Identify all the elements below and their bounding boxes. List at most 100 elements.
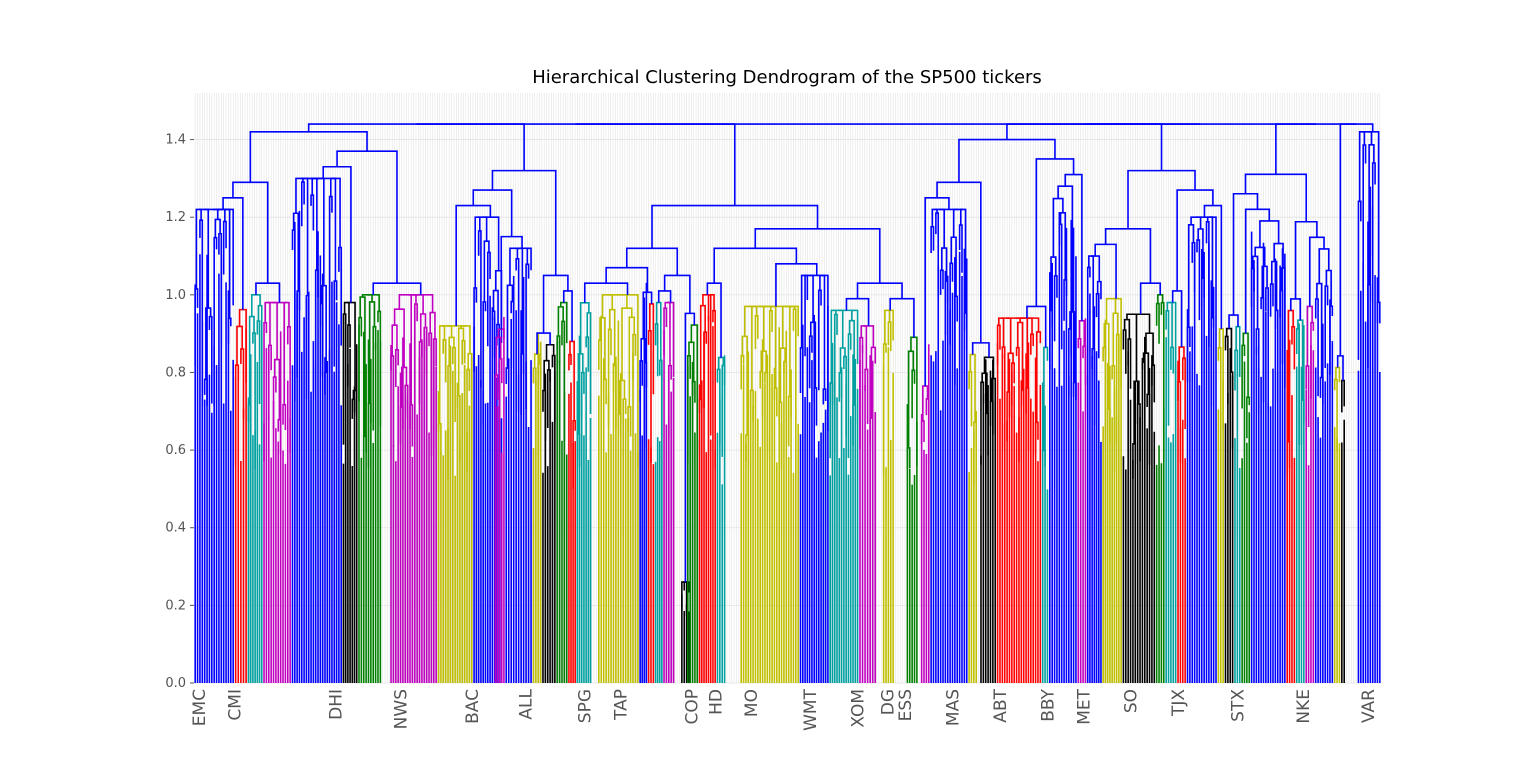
dendrogram-merge-link [240, 348, 245, 420]
dendrogram-merge-link [1318, 248, 1330, 284]
dendrogram-merge-link [367, 294, 380, 312]
dendrogram-merge-link [1078, 320, 1086, 347]
dendrogram-links [194, 123, 1381, 683]
dendrogram-merge-link [1007, 352, 1014, 393]
dendrogram-merge-link [1235, 325, 1241, 377]
dendrogram-merge-link [423, 326, 428, 375]
dendrogram-merge-link [213, 236, 218, 406]
dendrogram-upper-link [1026, 305, 1047, 348]
dendrogram-merge-link [906, 447, 911, 469]
leaf-label: TJX [1169, 689, 1189, 717]
dendrogram-merge-link [1086, 266, 1091, 419]
dendrogram-merge-link [413, 303, 418, 464]
dendrogram-merge-link [958, 224, 963, 273]
leaf-label: VAR [1359, 689, 1379, 723]
y-tick-label: 1.0 [165, 288, 186, 303]
dendrogram-upper-link [1289, 298, 1302, 321]
dendrogram-merge-link [668, 364, 672, 438]
dendrogram-merge-link [599, 317, 606, 380]
dendrogram-merge-link [457, 327, 465, 396]
leaf-labels: EMC CMI DHI NWS BAC ALL SPG TAP COP HD MO WMT XOM DGE… [190, 688, 1379, 730]
dendrogram-merge-link [1297, 319, 1304, 401]
leaf-label: STX [1229, 689, 1249, 722]
dendrogram-merge-link [1367, 284, 1372, 369]
dendrogram-merge-link [236, 325, 243, 366]
dendrogram-upper-link [1294, 220, 1318, 299]
leaf-label: MAS [944, 689, 964, 726]
dendrogram-merge-link [346, 301, 356, 391]
dendrogram-merge-link [702, 294, 712, 306]
dendrogram-upper-link [562, 290, 573, 342]
dendrogram-merge-link [690, 324, 699, 450]
dendrogram-merge-link [1319, 376, 1324, 405]
dendrogram-merge-link [1325, 269, 1332, 307]
dendrogram-merge-link [418, 341, 423, 404]
dendrogram-merge-link [576, 433, 581, 467]
dendrogram-merge-link [759, 370, 764, 418]
dendrogram-merge-link [1034, 421, 1039, 455]
dendrogram-merge-link [214, 218, 221, 238]
dendrogram-merge-link [920, 420, 925, 445]
dendrogram-merge-link [911, 369, 916, 419]
leaf-label: MO [742, 689, 762, 717]
dendrogram-merge-link [973, 421, 978, 486]
dendrogram-merge-link [557, 306, 564, 337]
dendrogram-merge-link [305, 294, 310, 400]
dendrogram-merge-link [628, 316, 636, 407]
dendrogram-merge-link [1200, 277, 1205, 307]
dendrogram-upper-link [889, 297, 915, 338]
dendrogram-merge-link [1242, 332, 1249, 398]
dendrogram-merge-link [1123, 318, 1131, 340]
dendrogram-merge-link [649, 303, 655, 395]
dendrogram-merge-link [419, 313, 427, 342]
dendrogram-merge-link [817, 289, 822, 391]
dendrogram-merge-link [1058, 223, 1063, 350]
leaf-label: SO [1122, 689, 1142, 713]
dendrogram-merge-link [1295, 328, 1300, 446]
dendrogram-merge-link [997, 317, 1005, 348]
leaf-label: CMI [226, 689, 246, 721]
dendrogram-merge-link [851, 309, 859, 364]
chart-title: Hierarchical Clustering Dendrogram of th… [532, 67, 1042, 88]
y-tick-label: 1.2 [165, 210, 186, 225]
dendrogram-merge-link [399, 406, 404, 444]
dendrogram-merge-link [482, 216, 500, 271]
dendrogram-upper-link [958, 138, 1056, 183]
dendrogram-merge-link [1001, 346, 1006, 450]
dendrogram-merge-link [408, 294, 434, 313]
leaf-label: EMC [190, 689, 210, 726]
dendrogram-upper-link [222, 197, 244, 310]
dendrogram-merge-link [792, 308, 797, 421]
dendrogram-merge-link [194, 288, 199, 367]
dendrogram-merge-link [754, 315, 759, 349]
dendrogram-merge-link [787, 395, 792, 447]
dendrogram-merge-link [1096, 280, 1102, 300]
dendrogram-upper-link [1127, 169, 1196, 229]
y-tick-label: 0.0 [165, 676, 186, 691]
leaf-label: NWS [392, 689, 412, 729]
dendrogram-merge-link [319, 302, 324, 377]
dendrogram-merge-link [760, 350, 767, 373]
leaf-label: ESS [896, 689, 916, 721]
dendrogram-merge-link [740, 354, 745, 390]
leaf-label: BBY [1039, 688, 1059, 721]
dendrogram-merge-link [525, 263, 530, 409]
dendrogram-merge-link [717, 356, 725, 370]
dendrogram-merge-link [296, 290, 301, 378]
dendrogram-merge-link [864, 368, 869, 424]
dendrogram-merge-link [778, 401, 783, 470]
dendrogram-merge-link [1131, 313, 1151, 334]
dendrogram-merge-link [1103, 322, 1110, 410]
dendrogram-merge-link [990, 377, 997, 434]
dendrogram-merge-link [847, 333, 852, 458]
dendrogram-merge-link [447, 365, 452, 480]
dendrogram-merge-link [1133, 380, 1140, 444]
dendrogram-merge-link [1016, 321, 1024, 390]
dendrogram-merge-link [390, 355, 395, 448]
dendrogram-merge-link [640, 337, 647, 363]
dendrogram-merge-link [1287, 309, 1294, 442]
dendrogram-merge-link [1181, 357, 1186, 430]
dendrogram-upper-link [1203, 204, 1223, 329]
dendrogram-merge-link [467, 352, 473, 479]
dendrogram-merge-link [212, 208, 234, 306]
